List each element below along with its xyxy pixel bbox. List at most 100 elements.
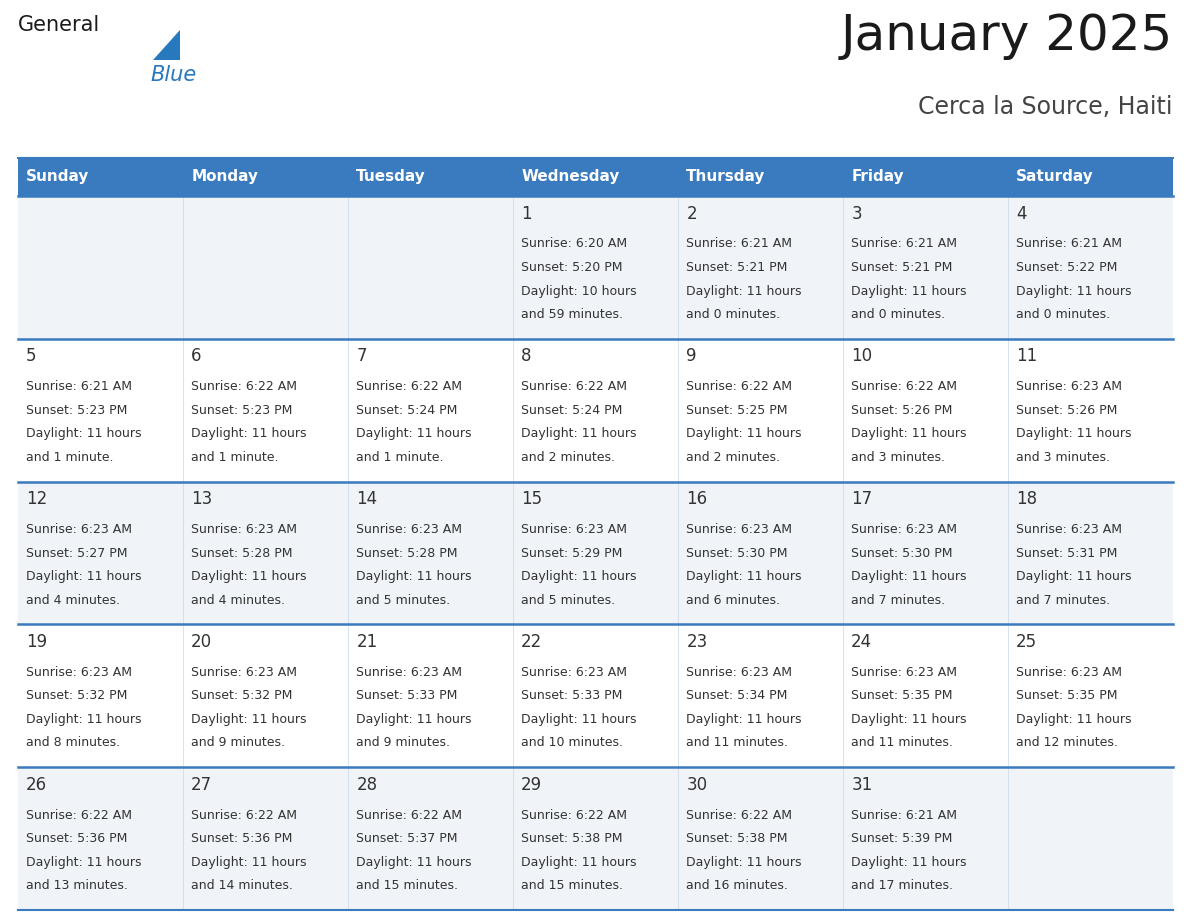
Text: Daylight: 11 hours: Daylight: 11 hours	[852, 285, 967, 297]
Text: Sunset: 5:24 PM: Sunset: 5:24 PM	[356, 404, 457, 417]
Text: Friday: Friday	[852, 170, 904, 185]
Text: Sunrise: 6:23 AM: Sunrise: 6:23 AM	[522, 523, 627, 536]
Text: Sunrise: 6:23 AM: Sunrise: 6:23 AM	[687, 523, 792, 536]
Text: Sunset: 5:32 PM: Sunset: 5:32 PM	[26, 689, 127, 702]
Text: 7: 7	[356, 347, 367, 365]
Text: and 4 minutes.: and 4 minutes.	[26, 594, 120, 607]
Text: Sunset: 5:37 PM: Sunset: 5:37 PM	[356, 833, 457, 845]
Text: Sunset: 5:38 PM: Sunset: 5:38 PM	[522, 833, 623, 845]
Text: Cerca la Source, Haiti: Cerca la Source, Haiti	[918, 95, 1173, 119]
Text: Daylight: 11 hours: Daylight: 11 hours	[26, 570, 141, 583]
Text: Daylight: 11 hours: Daylight: 11 hours	[356, 570, 472, 583]
Text: 26: 26	[26, 776, 48, 794]
Text: 5: 5	[26, 347, 37, 365]
Bar	[513, 158, 678, 196]
Text: 14: 14	[356, 490, 378, 509]
Text: Daylight: 11 hours: Daylight: 11 hours	[852, 856, 967, 868]
Text: Sunrise: 6:22 AM: Sunrise: 6:22 AM	[852, 380, 958, 393]
Text: Sunset: 5:29 PM: Sunset: 5:29 PM	[522, 546, 623, 560]
Text: Sunset: 5:34 PM: Sunset: 5:34 PM	[687, 689, 788, 702]
Text: and 10 minutes.: and 10 minutes.	[522, 736, 624, 749]
Text: 30: 30	[687, 776, 707, 794]
Text: Sunrise: 6:23 AM: Sunrise: 6:23 AM	[1016, 523, 1123, 536]
Text: Sunset: 5:39 PM: Sunset: 5:39 PM	[852, 833, 953, 845]
Text: and 14 minutes.: and 14 minutes.	[191, 879, 293, 892]
Text: Sunrise: 6:22 AM: Sunrise: 6:22 AM	[356, 809, 462, 822]
Text: Sunset: 5:36 PM: Sunset: 5:36 PM	[26, 833, 127, 845]
Text: Sunrise: 6:23 AM: Sunrise: 6:23 AM	[26, 666, 132, 678]
Text: Sunrise: 6:23 AM: Sunrise: 6:23 AM	[26, 523, 132, 536]
Text: 22: 22	[522, 633, 543, 651]
Text: Sunrise: 6:20 AM: Sunrise: 6:20 AM	[522, 238, 627, 251]
Text: and 5 minutes.: and 5 minutes.	[356, 594, 450, 607]
Text: Daylight: 11 hours: Daylight: 11 hours	[191, 428, 307, 441]
Text: and 0 minutes.: and 0 minutes.	[852, 308, 946, 321]
Text: 2: 2	[687, 205, 697, 222]
Text: Daylight: 11 hours: Daylight: 11 hours	[522, 428, 637, 441]
Text: Sunrise: 6:22 AM: Sunrise: 6:22 AM	[522, 380, 627, 393]
Text: Sunset: 5:35 PM: Sunset: 5:35 PM	[1016, 689, 1118, 702]
Bar	[18, 482, 1173, 624]
Text: and 9 minutes.: and 9 minutes.	[191, 736, 285, 749]
Text: Daylight: 11 hours: Daylight: 11 hours	[356, 713, 472, 726]
Text: Daylight: 11 hours: Daylight: 11 hours	[687, 856, 802, 868]
Bar	[18, 624, 1173, 767]
Text: Daylight: 11 hours: Daylight: 11 hours	[687, 285, 802, 297]
Text: January 2025: January 2025	[841, 12, 1173, 60]
Text: Sunset: 5:28 PM: Sunset: 5:28 PM	[191, 546, 292, 560]
Text: Sunrise: 6:21 AM: Sunrise: 6:21 AM	[1016, 238, 1123, 251]
Text: and 6 minutes.: and 6 minutes.	[687, 594, 781, 607]
Text: Daylight: 11 hours: Daylight: 11 hours	[356, 428, 472, 441]
Text: Daylight: 11 hours: Daylight: 11 hours	[687, 570, 802, 583]
Text: and 12 minutes.: and 12 minutes.	[1016, 736, 1118, 749]
Text: and 9 minutes.: and 9 minutes.	[356, 736, 450, 749]
Bar	[18, 158, 183, 196]
Bar	[843, 158, 1007, 196]
Text: 8: 8	[522, 347, 532, 365]
Text: 25: 25	[1016, 633, 1037, 651]
Text: Sunset: 5:31 PM: Sunset: 5:31 PM	[1016, 546, 1118, 560]
Text: 17: 17	[852, 490, 872, 509]
Text: and 2 minutes.: and 2 minutes.	[687, 451, 781, 464]
Text: Daylight: 11 hours: Daylight: 11 hours	[852, 570, 967, 583]
Text: Daylight: 11 hours: Daylight: 11 hours	[522, 713, 637, 726]
Text: Sunset: 5:26 PM: Sunset: 5:26 PM	[1016, 404, 1118, 417]
Text: Sunset: 5:21 PM: Sunset: 5:21 PM	[687, 261, 788, 274]
Text: Sunrise: 6:23 AM: Sunrise: 6:23 AM	[191, 523, 297, 536]
Text: and 17 minutes.: and 17 minutes.	[852, 879, 953, 892]
Text: and 11 minutes.: and 11 minutes.	[852, 736, 953, 749]
Text: Wednesday: Wednesday	[522, 170, 620, 185]
Text: Sunrise: 6:21 AM: Sunrise: 6:21 AM	[852, 809, 958, 822]
Text: and 1 minute.: and 1 minute.	[26, 451, 114, 464]
Text: and 15 minutes.: and 15 minutes.	[356, 879, 459, 892]
Text: Sunset: 5:20 PM: Sunset: 5:20 PM	[522, 261, 623, 274]
Text: Daylight: 11 hours: Daylight: 11 hours	[191, 570, 307, 583]
Text: Daylight: 11 hours: Daylight: 11 hours	[191, 856, 307, 868]
Text: 15: 15	[522, 490, 543, 509]
Bar	[18, 339, 1173, 482]
Text: 1: 1	[522, 205, 532, 222]
Text: Sunset: 5:33 PM: Sunset: 5:33 PM	[522, 689, 623, 702]
Text: and 4 minutes.: and 4 minutes.	[191, 594, 285, 607]
Text: Sunrise: 6:21 AM: Sunrise: 6:21 AM	[26, 380, 132, 393]
Text: Sunset: 5:27 PM: Sunset: 5:27 PM	[26, 546, 128, 560]
Text: 19: 19	[26, 633, 48, 651]
Text: Sunset: 5:23 PM: Sunset: 5:23 PM	[191, 404, 292, 417]
Text: Sunrise: 6:22 AM: Sunrise: 6:22 AM	[356, 380, 462, 393]
Bar	[1007, 158, 1173, 196]
Text: Daylight: 11 hours: Daylight: 11 hours	[26, 856, 141, 868]
Text: and 8 minutes.: and 8 minutes.	[26, 736, 120, 749]
Text: Daylight: 11 hours: Daylight: 11 hours	[522, 570, 637, 583]
Text: Sunrise: 6:23 AM: Sunrise: 6:23 AM	[1016, 380, 1123, 393]
Text: Sunrise: 6:23 AM: Sunrise: 6:23 AM	[687, 666, 792, 678]
Text: Sunday: Sunday	[26, 170, 89, 185]
Text: Sunset: 5:30 PM: Sunset: 5:30 PM	[687, 546, 788, 560]
Text: 4: 4	[1016, 205, 1026, 222]
Text: and 13 minutes.: and 13 minutes.	[26, 879, 128, 892]
Text: and 1 minute.: and 1 minute.	[191, 451, 279, 464]
Text: 20: 20	[191, 633, 213, 651]
Text: 18: 18	[1016, 490, 1037, 509]
Text: and 59 minutes.: and 59 minutes.	[522, 308, 624, 321]
Text: and 1 minute.: and 1 minute.	[356, 451, 444, 464]
Polygon shape	[153, 30, 181, 60]
